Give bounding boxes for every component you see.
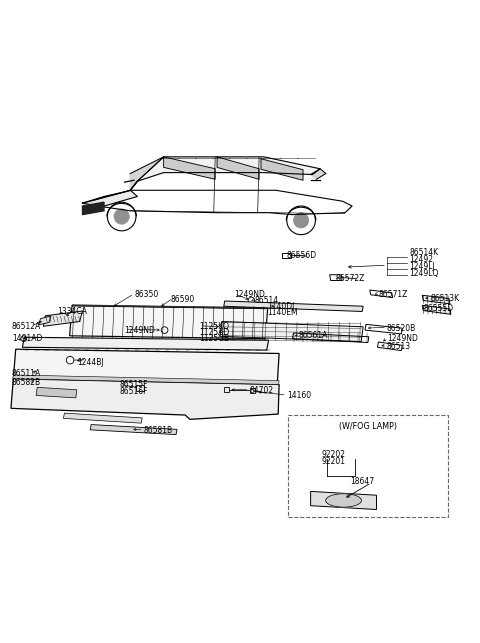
Text: 86561A: 86561A bbox=[298, 331, 327, 340]
Text: 86516F: 86516F bbox=[120, 386, 148, 395]
Polygon shape bbox=[217, 157, 259, 179]
Polygon shape bbox=[422, 305, 451, 314]
Text: 1249ND: 1249ND bbox=[124, 325, 156, 334]
Text: 1244BJ: 1244BJ bbox=[77, 358, 103, 367]
Polygon shape bbox=[13, 375, 279, 385]
Polygon shape bbox=[130, 157, 164, 190]
Circle shape bbox=[114, 209, 129, 224]
Text: 86513: 86513 bbox=[387, 342, 411, 351]
Text: 1125AD: 1125AD bbox=[199, 328, 230, 337]
Text: 86350: 86350 bbox=[134, 290, 158, 299]
Text: 92201: 92201 bbox=[321, 457, 345, 466]
Text: 1125GB: 1125GB bbox=[199, 334, 229, 343]
Polygon shape bbox=[43, 311, 83, 326]
Text: 86572Z: 86572Z bbox=[336, 274, 365, 283]
Polygon shape bbox=[23, 337, 269, 350]
FancyBboxPatch shape bbox=[288, 415, 447, 517]
Text: 1140EM: 1140EM bbox=[268, 308, 298, 317]
Text: 86571Z: 86571Z bbox=[378, 290, 408, 299]
Text: 86511A: 86511A bbox=[12, 370, 41, 379]
Polygon shape bbox=[311, 169, 326, 179]
Polygon shape bbox=[90, 424, 177, 435]
Polygon shape bbox=[70, 306, 268, 339]
Text: 86514K: 86514K bbox=[409, 248, 439, 257]
Polygon shape bbox=[224, 301, 363, 311]
Text: 86513K: 86513K bbox=[431, 294, 460, 303]
Text: 1125KQ: 1125KQ bbox=[199, 322, 229, 331]
Text: 86514: 86514 bbox=[254, 296, 278, 305]
Text: 1334CA: 1334CA bbox=[58, 307, 87, 316]
Text: 1249LJ: 1249LJ bbox=[409, 262, 435, 271]
Text: 86515F: 86515F bbox=[120, 380, 148, 389]
Polygon shape bbox=[83, 190, 137, 210]
Polygon shape bbox=[13, 349, 279, 387]
Text: 1249ND: 1249ND bbox=[234, 290, 265, 299]
Text: 12492: 12492 bbox=[409, 255, 433, 264]
Text: 14160: 14160 bbox=[287, 392, 311, 401]
Polygon shape bbox=[11, 379, 279, 419]
Ellipse shape bbox=[325, 494, 361, 507]
Text: 1491AD: 1491AD bbox=[12, 334, 42, 343]
Text: 1140DJ: 1140DJ bbox=[268, 302, 295, 311]
Circle shape bbox=[293, 213, 309, 228]
Text: 86556D: 86556D bbox=[287, 251, 317, 260]
Text: 92202: 92202 bbox=[321, 449, 345, 458]
Polygon shape bbox=[38, 316, 51, 325]
Polygon shape bbox=[261, 159, 303, 180]
Text: 1249ND: 1249ND bbox=[387, 334, 418, 343]
Polygon shape bbox=[311, 491, 376, 509]
Text: 1249LQ: 1249LQ bbox=[409, 269, 439, 278]
Text: 86581B: 86581B bbox=[144, 426, 173, 435]
Text: 86582B: 86582B bbox=[12, 377, 41, 386]
Polygon shape bbox=[36, 387, 77, 398]
Polygon shape bbox=[422, 295, 450, 304]
Text: 86512A: 86512A bbox=[12, 322, 41, 331]
Text: (W/FOG LAMP): (W/FOG LAMP) bbox=[339, 422, 396, 431]
Polygon shape bbox=[83, 202, 104, 215]
Polygon shape bbox=[63, 413, 142, 423]
Polygon shape bbox=[130, 157, 320, 190]
Text: 84702: 84702 bbox=[250, 386, 274, 395]
Text: 86590: 86590 bbox=[171, 294, 195, 303]
Text: 86555D: 86555D bbox=[424, 304, 454, 313]
Polygon shape bbox=[164, 157, 215, 179]
Polygon shape bbox=[220, 322, 363, 341]
Text: 18647: 18647 bbox=[350, 477, 374, 486]
Text: 86520B: 86520B bbox=[387, 323, 416, 332]
Polygon shape bbox=[72, 305, 268, 309]
